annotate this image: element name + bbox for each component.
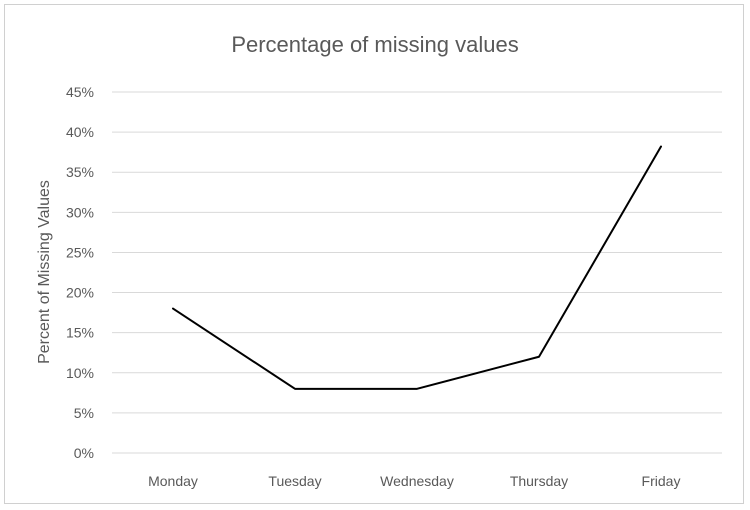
y-tick-label: 35% bbox=[66, 164, 94, 180]
y-tick-label: 25% bbox=[66, 244, 94, 260]
y-tick-label: 40% bbox=[66, 124, 94, 140]
y-tick-label: 45% bbox=[66, 84, 94, 100]
y-tick-label: 10% bbox=[66, 365, 94, 381]
x-tick-label: Monday bbox=[148, 473, 198, 489]
gridlines bbox=[112, 91, 722, 454]
x-tick-label: Wednesday bbox=[380, 473, 454, 489]
y-tick-label: 30% bbox=[66, 204, 94, 220]
y-tick-label: 0% bbox=[74, 445, 94, 461]
x-tick-label: Tuesday bbox=[268, 473, 321, 489]
x-tick-label: Thursday bbox=[510, 473, 568, 489]
y-tick-label: 20% bbox=[66, 285, 94, 301]
y-axis-title: Percent of Missing Values bbox=[36, 180, 53, 364]
y-tick-label: 15% bbox=[66, 325, 94, 341]
y-tick-labels: 0% 5% 10% 15% 20% 25% 30% 35% 40% 45% bbox=[66, 84, 94, 461]
chart-frame bbox=[4, 4, 744, 504]
x-tick-labels: Monday Tuesday Wednesday Thursday Friday bbox=[148, 473, 680, 489]
x-tick-label: Friday bbox=[642, 473, 681, 489]
chart-title: Percentage of missing values bbox=[231, 32, 518, 57]
series-line bbox=[172, 145, 662, 390]
series-layer bbox=[172, 145, 662, 390]
y-tick-label: 5% bbox=[74, 405, 94, 421]
